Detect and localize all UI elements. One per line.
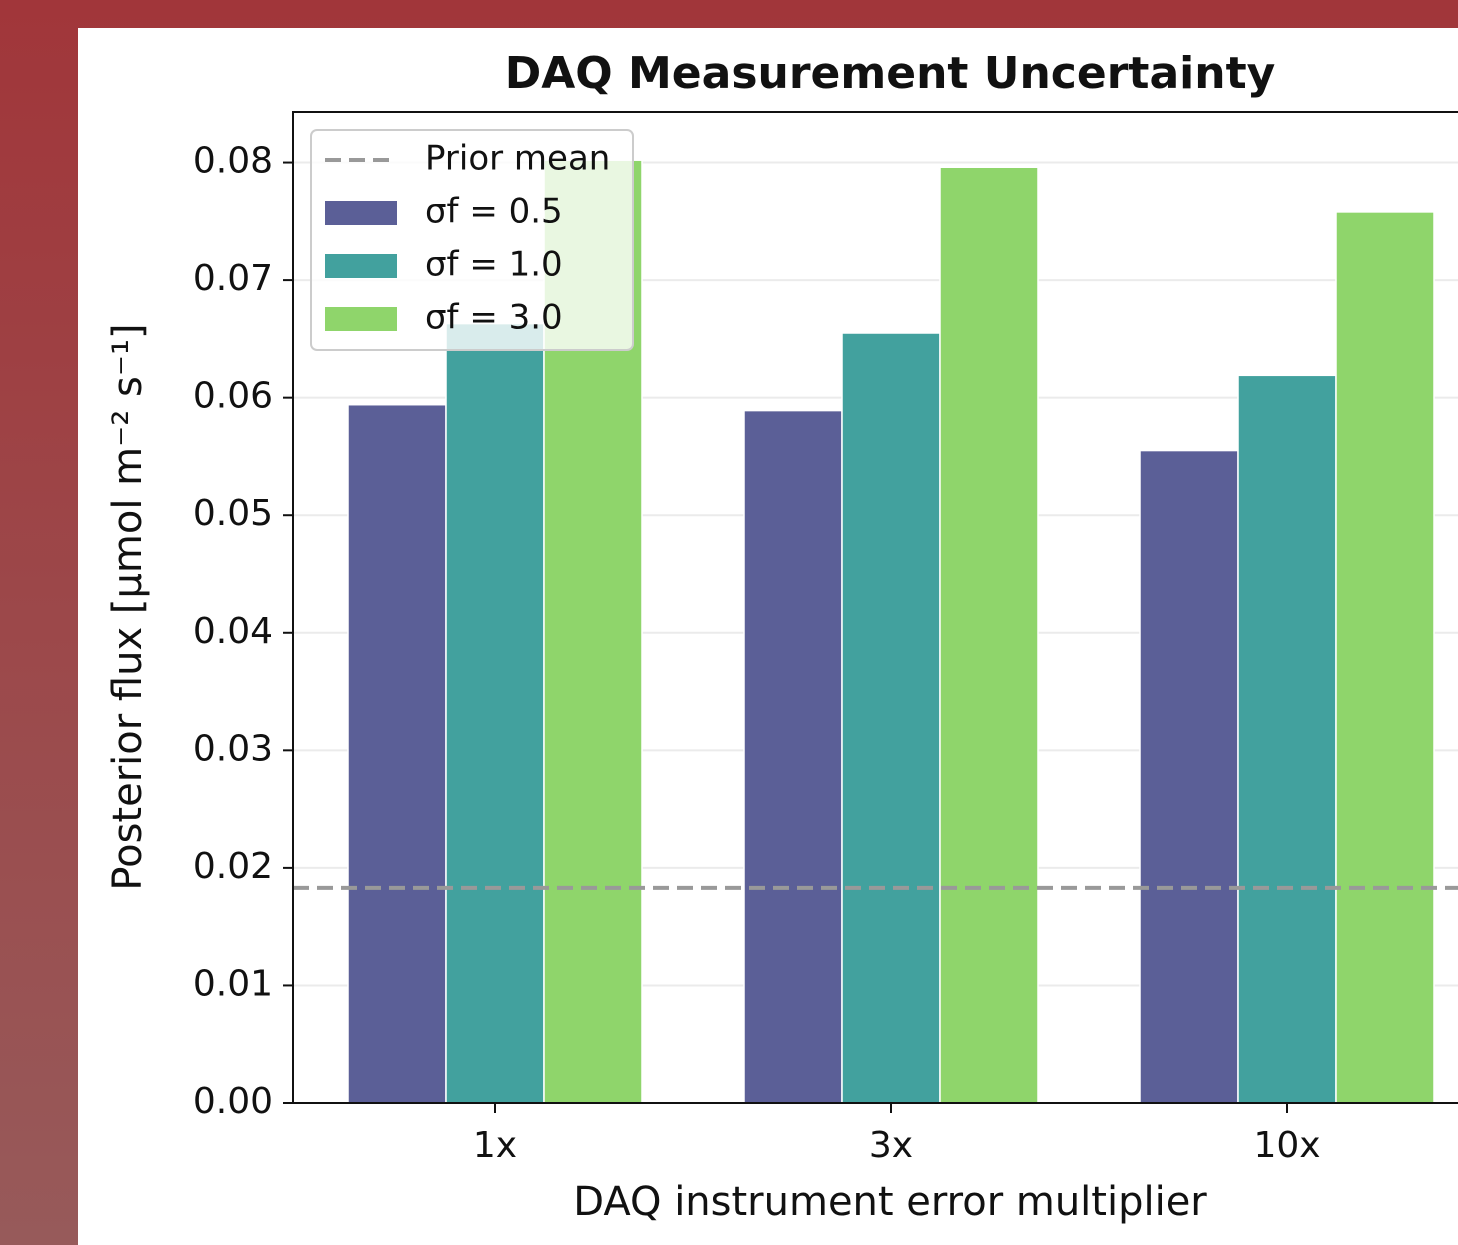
legend-box	[310, 129, 634, 351]
bar	[1139, 449, 1239, 1104]
y-tick-label: 0.08	[193, 141, 273, 182]
bar	[743, 409, 843, 1104]
x-tick-label: 10x	[1253, 1125, 1320, 1166]
y-tick-label: 0.00	[193, 1081, 273, 1122]
y-tick-label: 0.07	[193, 258, 273, 299]
y-tick-label: 0.02	[193, 846, 273, 887]
legend-swatch	[325, 254, 397, 278]
legend-label: Prior mean	[425, 139, 610, 179]
x-tick-label: 3x	[869, 1125, 913, 1166]
x-tick-label: 1x	[473, 1125, 517, 1166]
bar	[347, 403, 447, 1104]
bar	[1335, 211, 1435, 1104]
bar	[445, 322, 545, 1104]
y-tick-label: 0.06	[193, 376, 273, 417]
legend-swatch	[325, 201, 397, 225]
legend-swatch	[325, 307, 397, 331]
axes-spine	[292, 111, 1458, 1104]
bar	[1237, 374, 1337, 1104]
legend-label: σf = 0.5	[425, 192, 563, 232]
legend-label: σf = 3.0	[425, 298, 563, 338]
y-tick-label: 0.01	[193, 963, 273, 1004]
y-tick-label: 0.04	[193, 611, 273, 652]
chart-title: DAQ Measurement Uncertainty	[505, 48, 1276, 99]
x-axis-label: DAQ instrument error multiplier	[573, 1179, 1207, 1225]
bar	[841, 332, 941, 1104]
y-tick-label: 0.03	[193, 728, 273, 769]
bar	[939, 166, 1039, 1104]
y-axis-label: Posterior flux [μmol m⁻² s⁻¹]	[105, 323, 151, 890]
legend-label: σf = 1.0	[425, 245, 563, 285]
y-tick-label: 0.05	[193, 493, 273, 534]
